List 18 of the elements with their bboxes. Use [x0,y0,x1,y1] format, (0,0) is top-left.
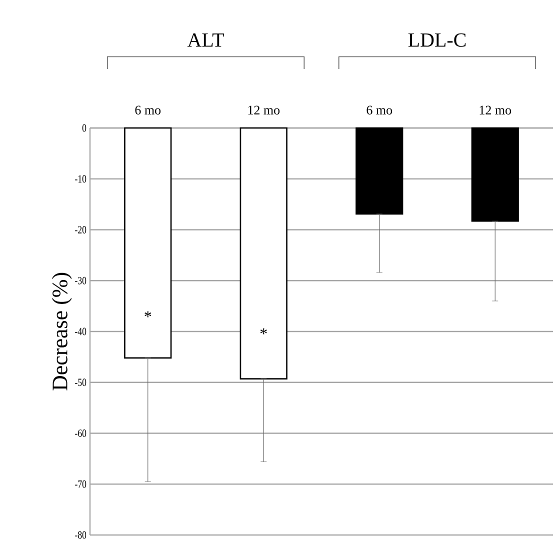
y-tick-label: 0 [82,124,86,132]
annotation: * [260,328,267,334]
y-tick-label: -10 [75,175,86,183]
x-tick-label: 6 mo [366,106,392,114]
y-tick-label: -60 [75,430,86,437]
annotation: * [144,311,152,318]
y-tick-label: -80 [75,531,86,539]
text: ALT [187,33,224,47]
y-tick-label: -20 [75,226,86,234]
x-tick-label: 6 mo [135,106,161,114]
x-tick-label: 12 mo [248,106,280,114]
y-tick-label: -50 [75,378,86,386]
x-tick-label: 12 mo [480,106,512,114]
y-axis-title: Decrease (%) [52,272,72,390]
text: LDL-C [408,33,466,47]
y-tick-label: -30 [75,276,86,284]
y-tick-label: -40 [75,328,86,336]
y-tick-label: -70 [75,480,86,488]
